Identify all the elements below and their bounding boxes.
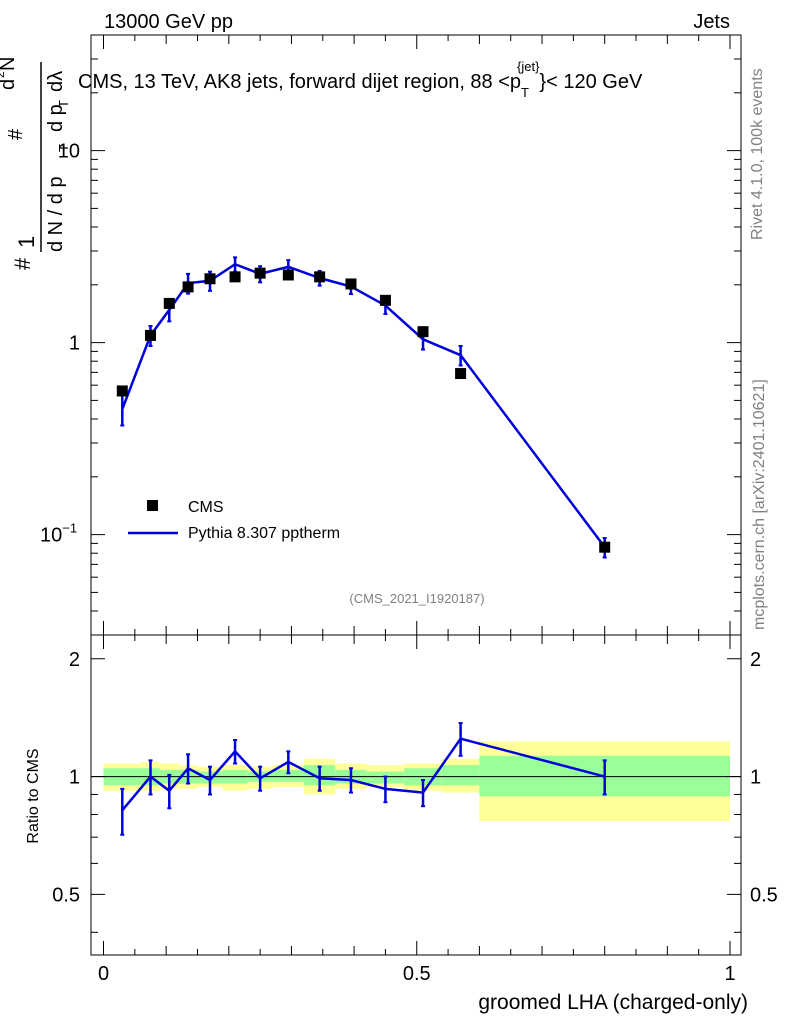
plot-title-end: }< 120 GeV <box>539 71 643 93</box>
x-tick-label: 0 <box>98 963 109 985</box>
ratio-axis-ticks: 0 0.5 1 2 2 1 1 0.5 0.5 <box>52 635 778 985</box>
ratio-data-marks <box>120 722 607 836</box>
legend-pythia-label: Pythia 8.307 pptherm <box>188 525 340 542</box>
ylabel-one: 1 <box>14 236 39 248</box>
ylabel-hash-1: # <box>10 257 35 270</box>
band-inner <box>441 765 480 786</box>
main-axis-ticks: 10 1 10−1 <box>40 34 741 636</box>
ratio-line <box>121 737 606 812</box>
cms-data-point <box>417 326 429 338</box>
ratio-frame-border <box>90 634 742 956</box>
main-panel <box>90 34 742 636</box>
plot-title-superscript: {jet} <box>517 59 540 74</box>
ratio-panel <box>90 634 742 956</box>
y-tick-label: 10 <box>58 141 80 163</box>
cms-data-point <box>345 278 357 290</box>
ratio-y-tick-label-left: 2 <box>69 649 80 671</box>
x-tick-label: 0.5 <box>403 963 431 985</box>
analysis-id-label: (CMS_2021_I1920187) <box>349 591 484 606</box>
ratio-y-tick-label-right: 0.5 <box>750 884 778 906</box>
plot-title: CMS, 13 TeV, AK8 jets, forward dijet reg… <box>78 59 643 100</box>
main-frame-border <box>90 34 742 636</box>
ratio-y-tick-label-left: 1 <box>69 767 80 789</box>
ylabel-d: d <box>0 79 19 90</box>
cms-data-point <box>163 297 175 309</box>
ylabel-N: N <box>0 57 19 71</box>
cms-data-point <box>379 294 391 306</box>
ratio-uncertainty-bands <box>103 741 730 821</box>
ylabel-sup-2: 2 <box>0 71 7 78</box>
cms-data-point <box>314 271 326 283</box>
header-energy-label: 13000 GeV pp <box>104 11 233 33</box>
x-tick-label: 1 <box>724 963 735 985</box>
legend-cms-label: CMS <box>188 499 224 516</box>
header-jets-label: Jets <box>693 11 730 33</box>
x-axis-label: groomed LHA (charged-only) <box>478 991 748 1014</box>
ratio-y-tick-label-right: 1 <box>750 767 761 789</box>
ylabel-dp: d p <box>45 104 67 132</box>
legend: CMS Pythia 8.307 pptherm <box>128 499 340 542</box>
ratio-y-tick-label-left: 0.5 <box>52 884 80 906</box>
main-data-marks <box>116 256 611 559</box>
cms-data-point <box>182 281 194 293</box>
ylabel-denominator: d N / d p <box>45 176 67 252</box>
rivet-version-label: Rivet 4.1.0, 100k events <box>749 68 766 240</box>
ratio-y-tick-label-right: 2 <box>750 649 761 671</box>
plot-title-main: CMS, 13 TeV, AK8 jets, forward dijet reg… <box>78 71 521 93</box>
band-inner <box>272 769 304 782</box>
y-tick-label: 1 <box>69 333 80 355</box>
cms-data-point <box>204 273 216 285</box>
cms-data-point <box>116 385 128 397</box>
ylabel-hash-2: # <box>5 128 27 140</box>
ylabel-dlambda: dλ <box>45 71 67 92</box>
cms-data-point <box>282 269 294 281</box>
cms-data-point <box>599 541 611 553</box>
ylabel-sub-T1: T <box>56 144 71 152</box>
y-tick-label: 10−1 <box>40 521 77 547</box>
mcplots-label: mcplots.cern.ch [arXiv:2401.10621] <box>751 379 768 630</box>
ratio-y-axis-label: Ratio to CMS <box>25 748 42 843</box>
ylabel-sub-T2: T <box>56 100 71 108</box>
main-y-axis-label: # 1 d N / d p T # d p T d 2 N dλ <box>0 57 71 270</box>
cms-data-point <box>254 267 266 279</box>
cms-data-point <box>455 368 467 380</box>
plot-title-subscript: T <box>521 85 529 100</box>
cms-data-point <box>144 329 156 341</box>
cms-data-point <box>229 271 241 283</box>
legend-cms-marker <box>147 500 158 511</box>
